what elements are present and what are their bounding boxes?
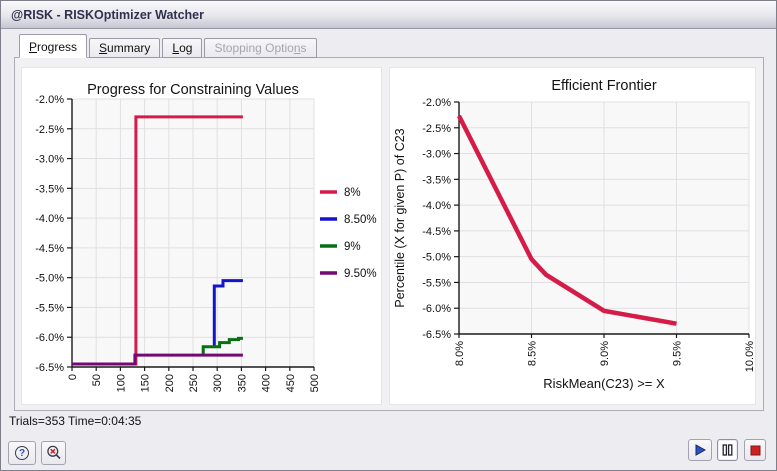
svg-text:-3.5%: -3.5% [422,174,451,186]
tab-stopping-options: Stopping Options [204,38,317,58]
progress-for-constraining-values-chart: -2.0% -2.5% -3.0% -3.5% -4.0% -4.5% -5.0% -5.5%… [35,82,377,392]
svg-text:-3.0%: -3.0% [422,149,451,161]
svg-text:-6.5%: -6.5% [422,329,451,341]
svg-text:9.50%: 9.50% [344,268,377,280]
window-title: @RISK - RISKOptimizer Watcher [11,7,204,22]
magnifier-x-icon [46,445,62,461]
svg-text:-3.0%: -3.0% [35,154,64,166]
svg-text:8%: 8% [344,187,361,199]
status-trials-time: Trials=353 Time=0:04:35 [9,414,142,428]
svg-text:200: 200 [164,374,176,392]
svg-text:450: 450 [285,374,297,392]
svg-text:50: 50 [91,374,103,386]
svg-text:Efficient Frontier: Efficient Frontier [551,78,656,94]
svg-text:RiskMean(C23) >= X: RiskMean(C23) >= X [543,376,665,391]
svg-text:-6.0%: -6.0% [35,332,64,344]
svg-text:-5.5%: -5.5% [35,302,64,314]
svg-text:350: 350 [236,374,248,392]
tab-progress[interactable]: Progress [19,34,88,58]
svg-text:10.0%: 10.0% [744,341,755,372]
cancel-find-button[interactable] [41,441,66,465]
svg-text:250: 250 [188,374,200,392]
svg-text:-2.5%: -2.5% [35,124,64,136]
efficient-frontier-panel: -2.0% -2.5% -3.0% -3.5% -4.0% -4.5% -5.0% -5.5%… [389,67,756,405]
help-button[interactable]: ? [8,441,36,465]
svg-text:150: 150 [140,374,152,392]
svg-text:Progress for Constraining Valu: Progress for Constraining Values [87,82,299,98]
play-icon [695,444,706,456]
stop-icon [750,445,761,456]
svg-text:8.0%: 8.0% [454,341,466,366]
svg-text:-4.0%: -4.0% [422,200,451,212]
svg-text:Percentile (X for given P) of: Percentile (X for given P) of C23 [393,128,407,307]
svg-text:-6.0%: -6.0% [422,303,451,315]
pause-button[interactable] [717,439,738,461]
svg-text:-5.5%: -5.5% [422,277,451,289]
start-button[interactable] [688,439,712,461]
tab-summary[interactable]: Summary [89,38,161,58]
efficient-frontier-chart: -2.0% -2.5% -3.0% -3.5% -4.0% -4.5% -5.0% -5.5%… [393,78,756,391]
svg-text:0: 0 [67,374,79,380]
svg-text:8.5%: 8.5% [527,341,539,366]
svg-text:300: 300 [212,374,224,392]
svg-text:9%: 9% [344,241,361,253]
progress-chart-panel: -2.0% -2.5% -3.0% -3.5% -4.0% -4.5% -5.0% -5.5%… [21,67,382,405]
svg-text:-2.0%: -2.0% [422,97,451,109]
svg-text:400: 400 [261,374,273,392]
question-circle-icon: ? [15,446,29,460]
svg-text:-5.0%: -5.0% [422,252,451,264]
pause-icon [722,444,733,456]
svg-text:9.0%: 9.0% [599,341,611,366]
title-bar[interactable]: @RISK - RISKOptimizer Watcher [1,1,776,29]
tab-log[interactable]: Log [162,38,203,58]
svg-text:-6.5%: -6.5% [35,362,64,374]
svg-text:-4.0%: -4.0% [35,213,64,225]
svg-text:500: 500 [309,374,321,392]
svg-text:9.5%: 9.5% [672,341,684,366]
progress-tab-page: -2.0% -2.5% -3.0% -3.5% -4.0% -4.5% -5.0% -5.5%… [14,57,764,411]
svg-text:-5.0%: -5.0% [35,273,64,285]
svg-text:-2.0%: -2.0% [35,94,64,106]
svg-text:-4.5%: -4.5% [35,243,64,255]
stop-button[interactable] [744,439,766,461]
svg-text:-4.5%: -4.5% [422,226,451,238]
svg-text:100: 100 [115,374,127,392]
svg-text:-2.5%: -2.5% [422,123,451,135]
svg-text:8.50%: 8.50% [344,214,377,226]
tab-bar: Progress Summary Log Stopping Options [19,34,317,58]
svg-text:-3.5%: -3.5% [35,183,64,195]
